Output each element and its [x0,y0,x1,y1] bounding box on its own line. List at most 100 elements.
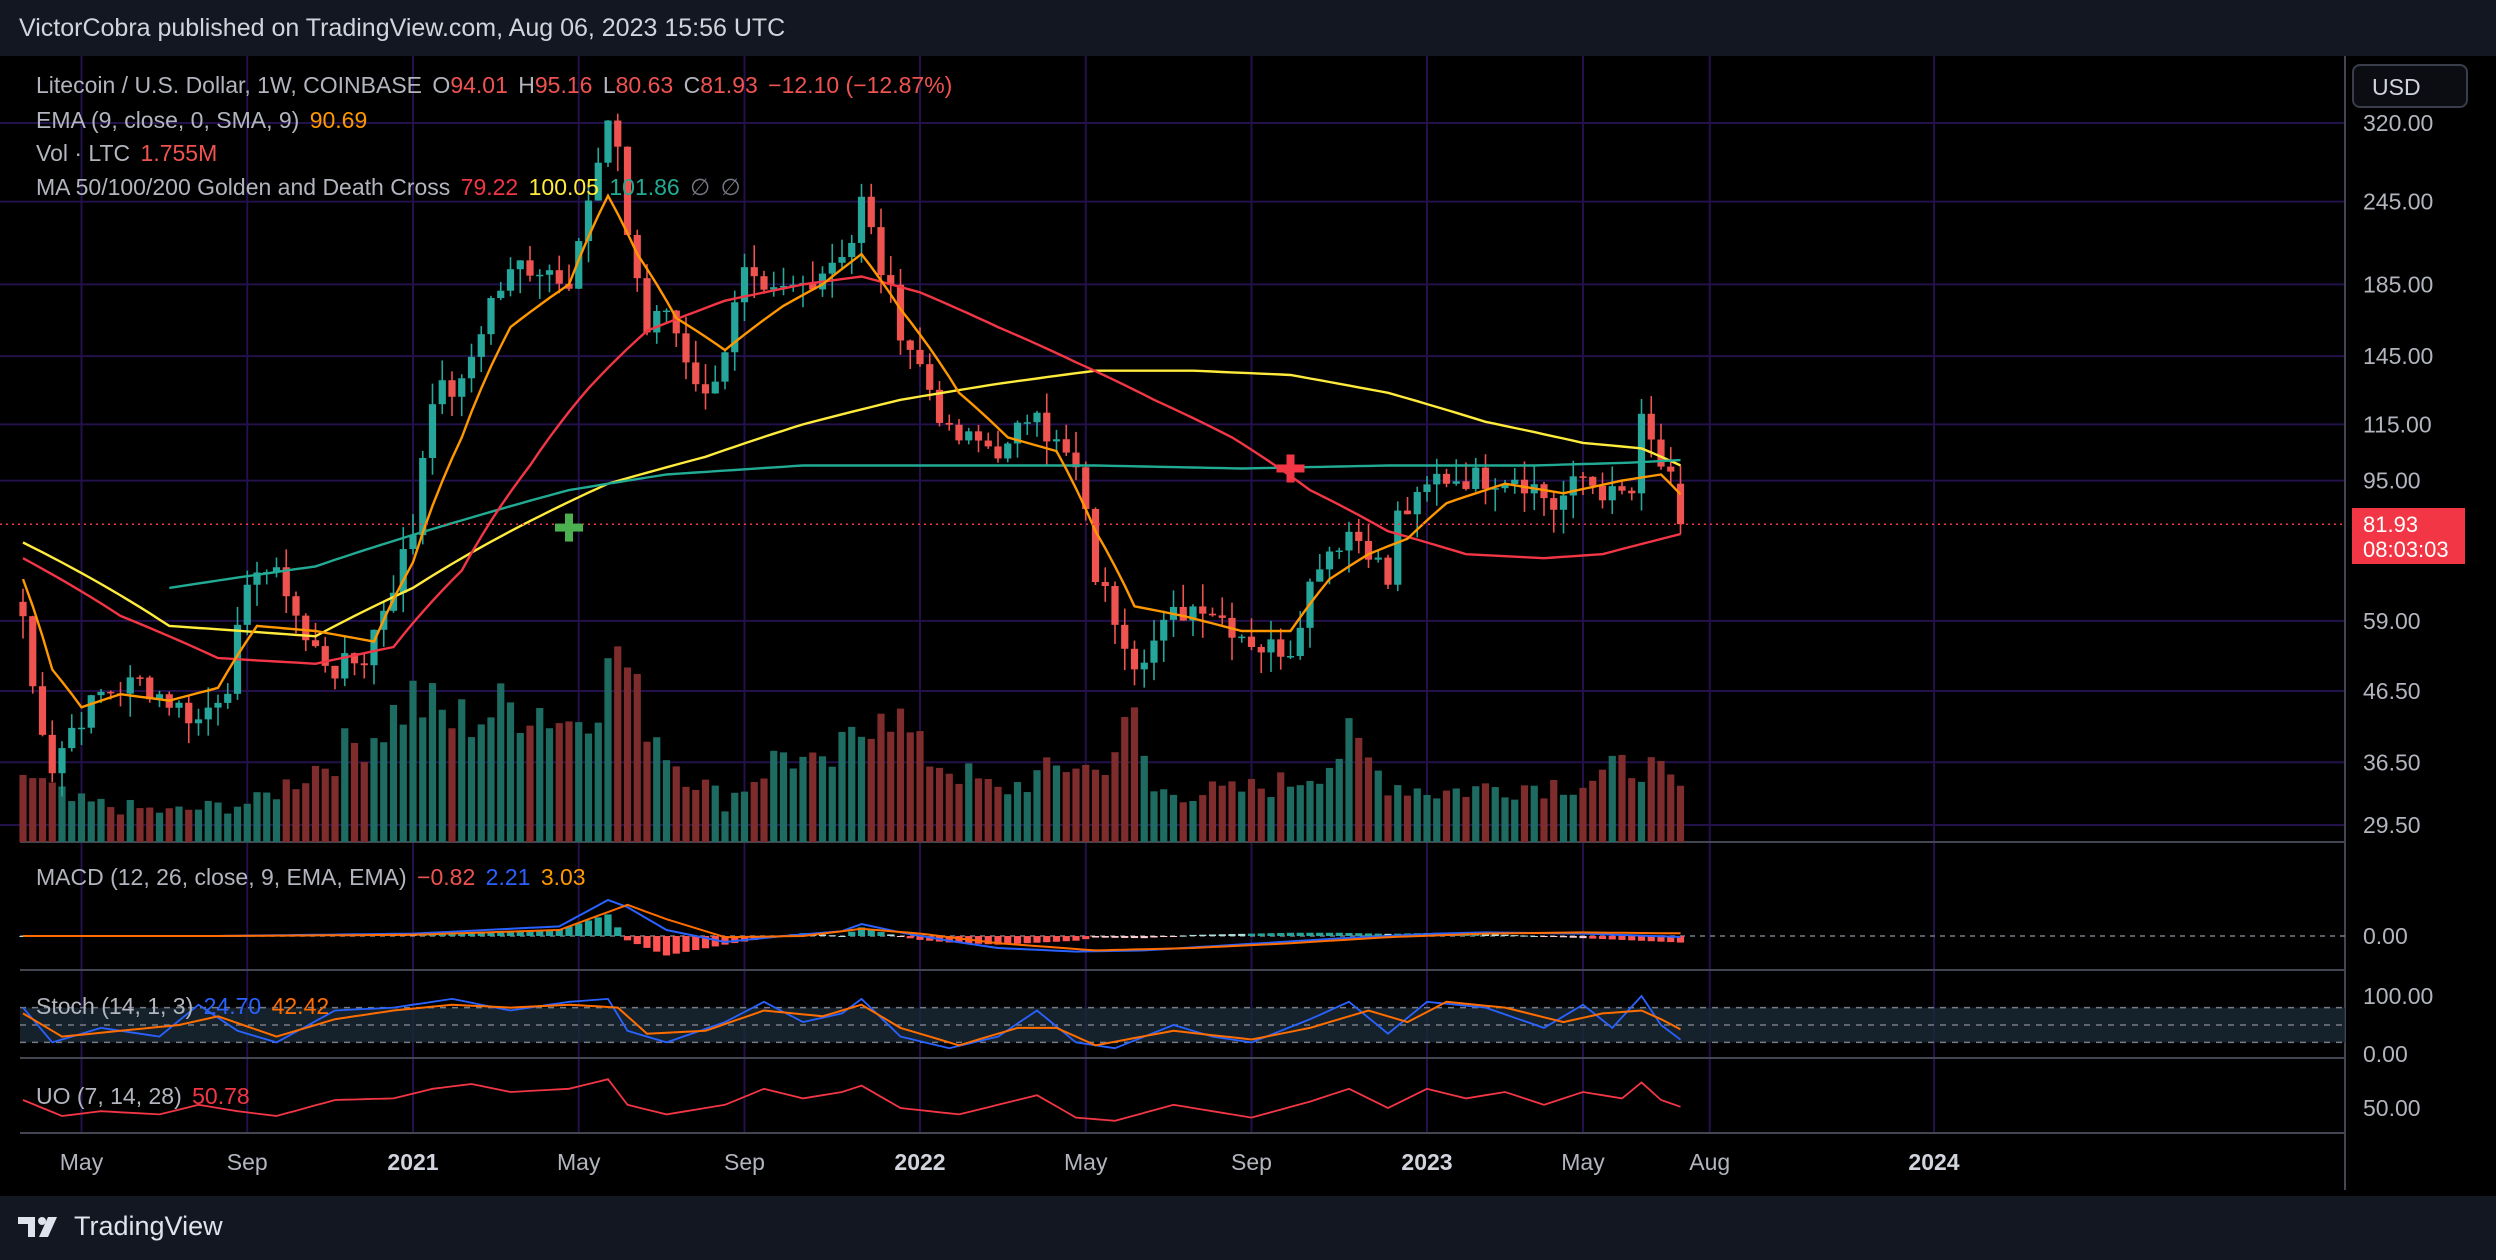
ma-title: MA 50/100/200 Golden and Death Cross [36,174,451,200]
volume-bar [1345,718,1353,842]
macd-histogram-bar [643,936,651,948]
volume-bar [1530,785,1538,842]
low-value: 80.63 [615,72,674,98]
macd-histogram-bar [506,930,515,936]
volume-legend[interactable]: Vol · LTC 1.755M [36,140,221,167]
volume-bar [1559,794,1568,842]
candle-body [428,404,437,458]
macd-histogram-bar [1491,934,1499,936]
header-bar: VictorCobra published on TradingView.com… [0,0,2496,56]
ma-empty-1: ∅ [690,174,711,200]
macd-histogram-bar [653,936,661,952]
macd-histogram-bar [1179,935,1187,937]
low-label: L [602,72,616,98]
candle-body [1111,586,1119,625]
volume-bar [1228,781,1236,842]
macd-histogram-bar [1228,934,1236,936]
candle-body [935,389,944,423]
volume-bar [467,737,476,842]
macd-title: MACD (12, 26, close, 9, EMA, EMA) [36,864,407,890]
candle-body [1033,412,1041,423]
macd-histogram-bar [1150,936,1158,938]
volume-bar [721,811,729,842]
candle-body [1257,647,1265,653]
volume-bar [1033,770,1041,842]
candle-body [896,284,905,341]
ema-legend[interactable]: EMA (9, close, 0, SMA, 9) 90.69 [36,107,371,134]
volume-bar [116,814,125,842]
candle-body [1618,486,1626,491]
candle-body [1364,540,1373,560]
volume-bar [1442,790,1451,842]
volume-bar [1013,782,1022,842]
volume-bar [1043,757,1051,842]
ma-value-2: 100.05 [528,174,599,200]
time-tick-label: 2022 [894,1149,945,1175]
candle-body [721,352,729,382]
macd-value-2: 2.21 [485,864,531,890]
macd-histogram-bar [1676,936,1685,943]
signal-line [23,903,1681,952]
last-price-tag: 81.93 08:03:03 [2352,508,2465,564]
price-tick-label: 29.50 [2363,812,2421,838]
macd-histogram-bar [623,936,632,941]
macd-histogram-bar [1316,932,1324,936]
macd-histogram-bar [1579,936,1587,939]
candle-body [458,378,466,397]
volume-bar [458,699,466,842]
volume-bar [1452,788,1460,842]
macd-legend[interactable]: MACD (12, 26, close, 9, EMA, EMA) −0.82 … [36,864,590,891]
macd-histogram-bar [1384,933,1392,936]
candle-body [487,298,495,335]
ma-legend[interactable]: MA 50/100/200 Golden and Death Cross 79.… [36,174,745,201]
candle-body [419,457,427,536]
candle-body [497,290,505,299]
candle-body [409,535,417,550]
candle-body [253,572,261,585]
time-axis: May Sep 2021 May Sep 2022 May Sep 2023 May Aug 2024 [60,1149,1960,1175]
candle-body [974,431,983,441]
volume-bar [867,738,875,842]
volume-bar [370,738,378,842]
candle-body [350,653,359,664]
candle-body [1452,481,1460,484]
main-legend[interactable]: Litecoin / U.S. Dollar, 1W, COINBASE O94… [36,72,956,99]
candle-body [1511,479,1519,484]
candle-body [1238,636,1246,639]
volume-bar [1218,785,1226,842]
candle-body [750,267,758,277]
macd-histogram-bar [701,936,710,949]
volume-bar [136,808,144,842]
macd-histogram-bar [584,920,593,936]
volume-bar [243,803,251,842]
price-axis: 320.00 245.00 185.00 145.00 115.00 95.00 59.00… [2363,110,2433,1121]
volume-bar [1355,737,1363,842]
macd-histogram-bar [1247,933,1256,936]
macd-histogram-bar [565,926,573,936]
uo-legend[interactable]: UO (7, 14, 28) 50.78 [36,1083,254,1110]
chart-canvas[interactable]: 320.00 245.00 185.00 145.00 115.00 95.00 59.00… [0,0,2496,1196]
volume-bar [292,789,300,842]
macd-histogram-bar [955,936,963,943]
ma200-line [22,369,1681,638]
price-tick-label: 185.00 [2363,271,2433,297]
volume-bar [1277,772,1285,842]
macd-histogram-bar [731,936,739,944]
price-tick-label: 59.00 [2363,608,2421,634]
candle-body [1667,466,1675,472]
volume-bar [1238,791,1246,842]
candle-body [136,677,144,679]
candle-body [185,702,193,724]
stoch-legend[interactable]: Stoch (14, 1, 3) 24.70 42.42 [36,993,333,1020]
candle-body [19,601,27,617]
currency-button[interactable]: USD [2352,64,2468,108]
macd-histogram-bar [945,936,953,943]
candle-body [302,615,310,641]
volume-bar [1540,798,1548,842]
volume-bar [311,765,320,842]
macd-histogram-bar [1199,934,1207,936]
volume-bar [1189,800,1197,842]
tradingview-logo[interactable]: TradingView [18,1211,223,1242]
candle-body [1598,485,1607,501]
macd-histogram-bar [1257,933,1265,936]
